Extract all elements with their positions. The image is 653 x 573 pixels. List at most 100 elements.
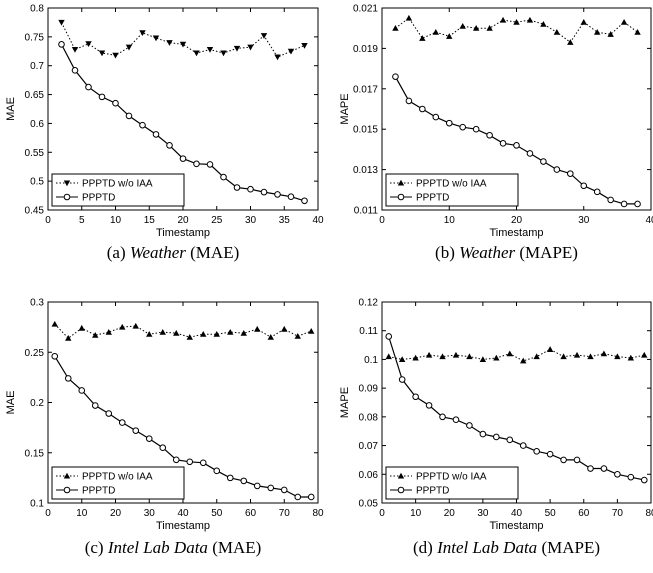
- data-point: [274, 54, 281, 61]
- data-point: [520, 357, 527, 364]
- data-point: [412, 354, 419, 361]
- data-point: [641, 351, 648, 358]
- y-tick-label: 0.75: [25, 32, 45, 43]
- data-point: [385, 353, 392, 360]
- data-point: [125, 44, 133, 51]
- data-point: [614, 353, 621, 360]
- data-point: [254, 325, 261, 332]
- data-point: [253, 482, 261, 490]
- data-point: [412, 393, 419, 401]
- data-point: [105, 410, 113, 417]
- data-point: [294, 493, 302, 501]
- data-point: [567, 39, 574, 45]
- data-point: [146, 330, 153, 337]
- data-point: [267, 484, 275, 492]
- y-tick-label: 0.07: [359, 441, 379, 452]
- data-point: [260, 33, 268, 39]
- data-point: [634, 200, 641, 208]
- y-tick-label: 0.015: [353, 125, 378, 136]
- x-tick-label: 10: [76, 508, 88, 519]
- y-tick-label: 0.011: [354, 206, 379, 217]
- data-point: [119, 323, 126, 330]
- data-point: [627, 354, 635, 361]
- data-point: [486, 25, 493, 31]
- x-tick-label: 40: [312, 215, 324, 226]
- x-tick-label: 40: [177, 508, 189, 519]
- x-tick-label: 10: [444, 215, 456, 226]
- data-point: [193, 160, 200, 168]
- data-point: [206, 46, 214, 53]
- x-tick-label: 15: [144, 215, 156, 226]
- legend-swatch-marker: [397, 179, 405, 186]
- data-point: [553, 29, 561, 35]
- data-point: [513, 18, 520, 25]
- x-tick-label: 0: [45, 215, 51, 226]
- data-point: [587, 465, 594, 472]
- data-point: [152, 35, 160, 42]
- subfigure-caption: (c) Intel Lab Data (MAE): [85, 538, 262, 557]
- y-tick-label: 0.013: [353, 165, 378, 176]
- data-point: [627, 473, 635, 481]
- data-point: [220, 173, 227, 181]
- y-tick-label: 0.019: [353, 44, 378, 55]
- x-tick-label: 25: [211, 215, 223, 226]
- y-tick-label: 0.8: [30, 4, 44, 15]
- y-tick-label: 0.7: [30, 61, 44, 72]
- y-tick-label: 0.12: [359, 298, 379, 309]
- series-ppptd: [385, 333, 648, 484]
- chart-panel: 0 10 20 30 40 0.011 0.013 0.015 0.017 0.019 0.021 T…: [339, 4, 653, 263]
- x-tick-label: 30: [144, 508, 156, 519]
- data-point: [287, 48, 295, 55]
- x-tick-label: 0: [45, 508, 51, 519]
- data-point: [499, 140, 507, 147]
- data-point: [432, 113, 440, 121]
- y-tick-label: 0.65: [25, 90, 45, 101]
- data-point: [479, 356, 487, 362]
- y-tick-label: 0.6: [30, 119, 44, 130]
- data-point: [587, 353, 594, 360]
- data-point: [213, 467, 221, 475]
- data-point: [580, 182, 588, 190]
- data-point: [466, 422, 473, 429]
- series-ppptd: [392, 73, 641, 208]
- x-tick-label: 30: [245, 215, 257, 226]
- x-tick-label: 30: [477, 508, 489, 519]
- data-point: [64, 375, 72, 382]
- data-point: [213, 330, 220, 337]
- data-point: [112, 99, 119, 107]
- data-point: [125, 112, 133, 120]
- data-point: [593, 188, 601, 196]
- data-point: [459, 123, 467, 131]
- series-line: [388, 336, 645, 481]
- data-point: [506, 350, 513, 357]
- data-point: [493, 433, 500, 441]
- legend-swatch-marker: [397, 193, 405, 201]
- data-point: [186, 458, 194, 466]
- data-point: [58, 19, 65, 26]
- data-point: [385, 333, 393, 340]
- data-point: [227, 328, 234, 335]
- data-point: [419, 105, 426, 113]
- data-point: [573, 351, 581, 358]
- data-point: [206, 161, 214, 168]
- x-axis-label: Timestamp: [490, 227, 544, 239]
- y-axis-label: MAE: [5, 391, 17, 415]
- x-tick-label: 80: [312, 508, 324, 519]
- data-point: [199, 459, 207, 467]
- data-point: [607, 196, 614, 204]
- data-point: [51, 352, 59, 360]
- legend-box: [51, 173, 185, 207]
- data-point: [260, 188, 268, 196]
- data-point: [145, 435, 153, 442]
- data-point: [91, 402, 99, 409]
- x-tick-label: 40: [511, 508, 523, 519]
- data-point: [139, 121, 146, 129]
- data-point: [486, 131, 493, 139]
- data-point: [432, 29, 439, 35]
- legend-swatch-marker: [63, 193, 71, 201]
- data-point: [78, 324, 85, 331]
- subfigure-caption: (d) Intel Lab Data (MAPE): [413, 538, 600, 557]
- data-point: [479, 430, 487, 438]
- data-point: [526, 16, 534, 23]
- series-line: [54, 323, 312, 339]
